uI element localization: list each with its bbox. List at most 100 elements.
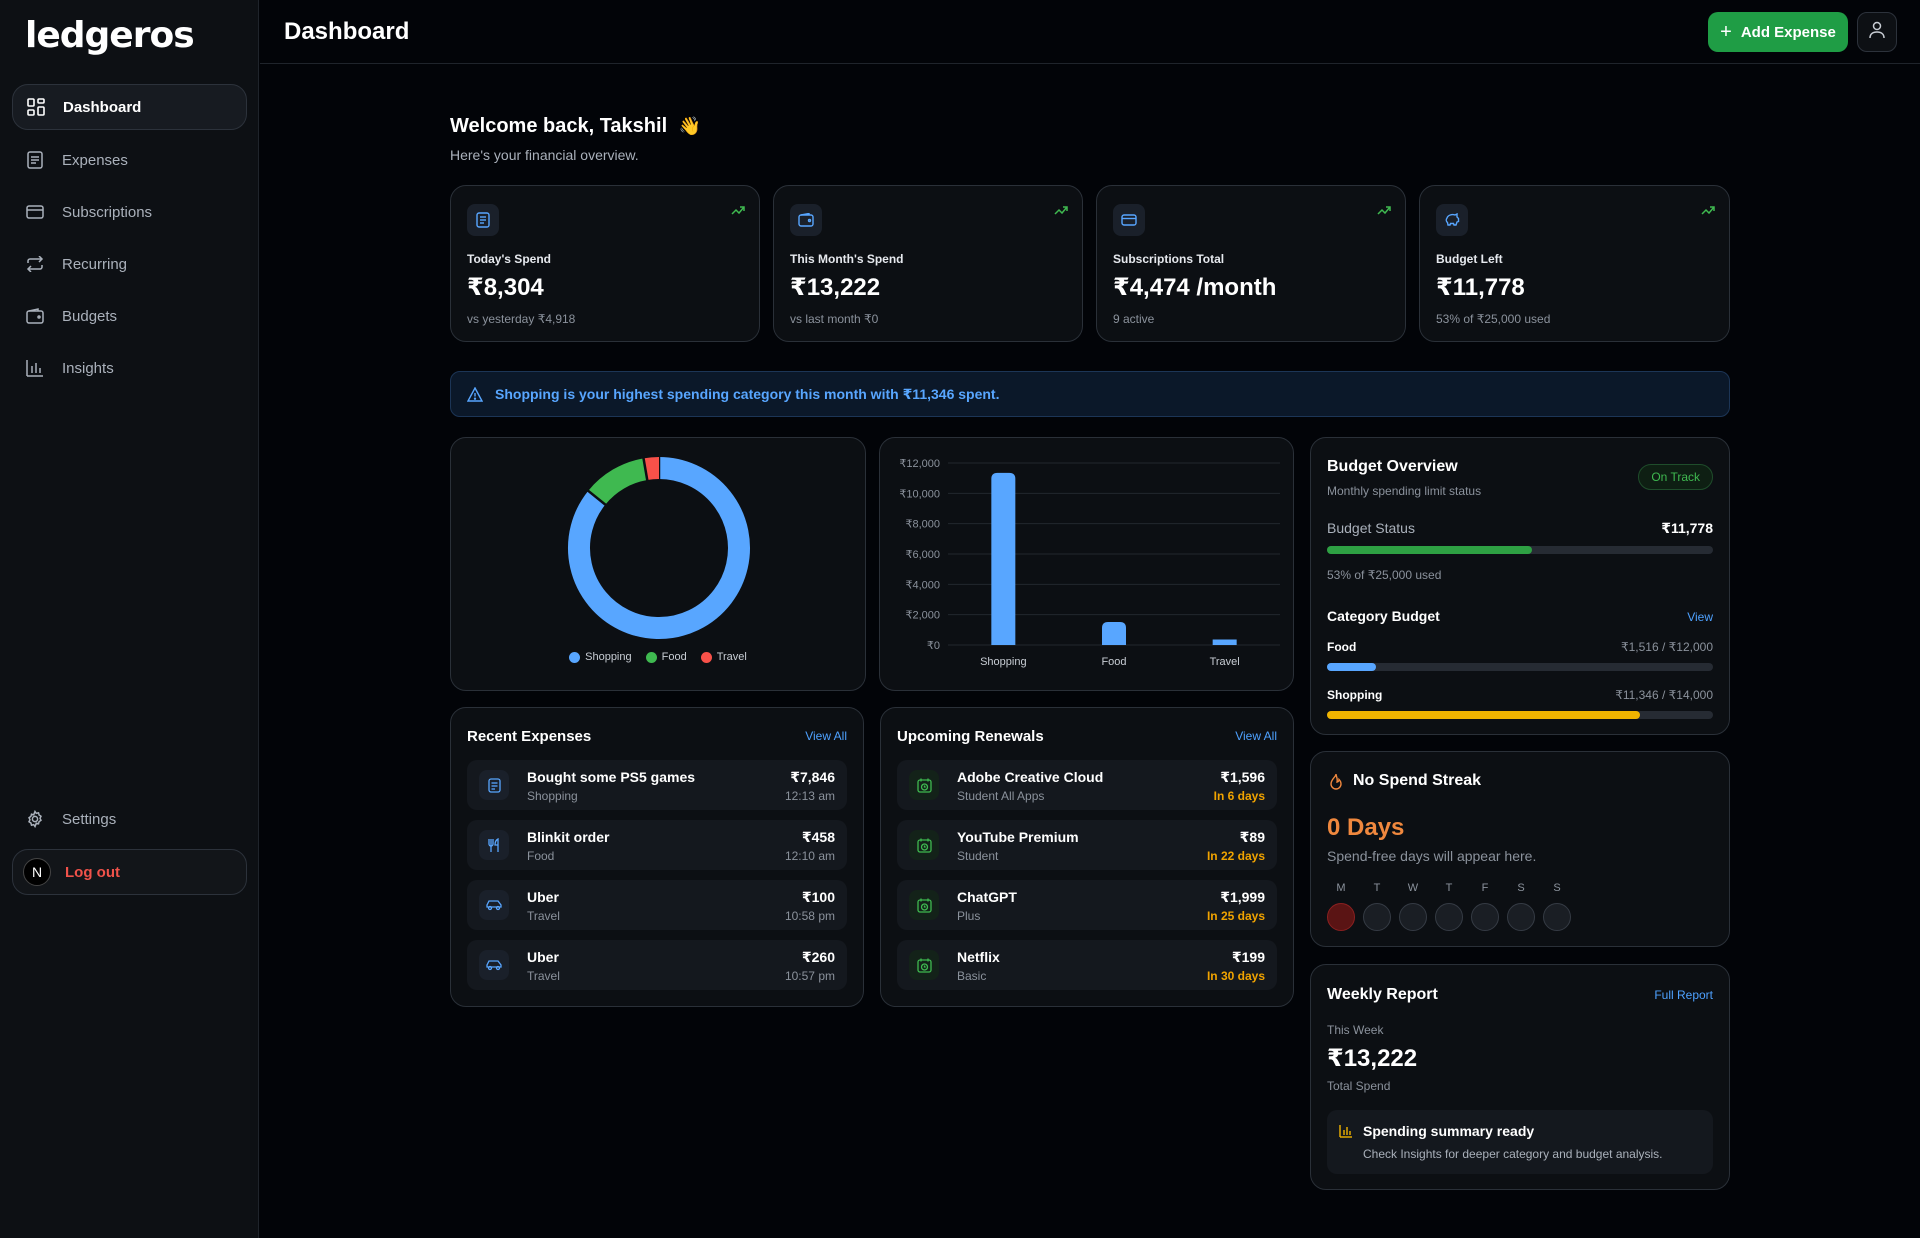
app-logo[interactable]: ledgeros: [25, 15, 195, 56]
wave-icon: 👋: [678, 116, 702, 136]
sidebar-item-settings[interactable]: Settings: [12, 796, 247, 842]
streak-sub: Spend-free days will appear here.: [1327, 848, 1537, 864]
expense-row[interactable]: Blinkit order Food ₹458 12:10 am: [467, 820, 847, 870]
renewal-due: In 6 days: [1213, 789, 1265, 803]
receipt-icon: [467, 204, 499, 236]
trending-up-icon: [1701, 202, 1715, 220]
recent-view-all-link[interactable]: View All: [805, 729, 847, 743]
wallet-icon: [25, 306, 45, 326]
legend-label: Shopping: [585, 651, 632, 663]
budget-status-label: Budget Status: [1327, 520, 1415, 536]
expense-time: 10:57 pm: [784, 969, 835, 983]
category-bar-fill: [1327, 711, 1640, 719]
budget-title: Budget Overview: [1327, 458, 1458, 475]
day-circle: [1363, 903, 1391, 931]
car-icon: [479, 890, 509, 920]
expense-title: Bought some PS5 games: [527, 769, 696, 785]
renewal-row[interactable]: YouTube Premium Student ₹89 In 22 days: [897, 820, 1277, 870]
receipt-icon: [479, 770, 509, 800]
insight-alert: Shopping is your highest spending catego…: [450, 371, 1730, 417]
sidebar-item-label: Settings: [62, 810, 117, 828]
renewal-row[interactable]: Netflix Basic ₹199 In 30 days: [897, 940, 1277, 990]
donut-separator: [642, 457, 649, 482]
renewal-row[interactable]: Adobe Creative Cloud Student All Apps ₹1…: [897, 760, 1277, 810]
sidebar-item-label: Insights: [62, 359, 114, 377]
budget-status-bar: [1327, 546, 1713, 554]
bar-food[interactable]: [1102, 622, 1126, 645]
receipt-icon: [25, 150, 45, 170]
renewal-plan: Basic: [957, 969, 987, 983]
legend-item-travel[interactable]: Travel: [700, 651, 747, 663]
donut-slice-shopping[interactable]: [568, 457, 750, 639]
expense-time: 10:58 pm: [784, 909, 835, 923]
streak-value: 0 Days: [1327, 814, 1405, 841]
stat-card-budget-left: Budget Left ₹11,778 53% of ₹25,000 used: [1419, 185, 1730, 342]
add-expense-button[interactable]: + Add Expense: [1708, 12, 1848, 52]
recent-expenses-card: Recent Expenses View All Bought some PS5…: [450, 707, 864, 1007]
sidebar-item-dashboard[interactable]: Dashboard: [12, 84, 247, 130]
budget-subtitle: Monthly spending limit status: [1327, 484, 1482, 498]
expense-row[interactable]: Bought some PS5 games Shopping ₹7,846 12…: [467, 760, 847, 810]
stat-card-subscriptions: Subscriptions Total ₹4,474 /month 9 acti…: [1096, 185, 1406, 342]
sidebar-item-label: Subscriptions: [62, 203, 153, 221]
expense-title: Uber: [527, 949, 559, 965]
renewal-due: In 25 days: [1206, 909, 1265, 923]
top-header: Dashboard + Add Expense: [260, 0, 1920, 64]
sidebar-item-budgets[interactable]: Budgets: [12, 293, 247, 339]
profile-button[interactable]: [1857, 12, 1897, 52]
renewal-due: In 30 days: [1206, 969, 1265, 983]
legend-item-food[interactable]: Food: [645, 651, 687, 663]
renewal-title: ChatGPT: [957, 889, 1017, 905]
sidebar-item-expenses[interactable]: Expenses: [12, 137, 247, 183]
renewal-title: YouTube Premium: [957, 829, 1079, 845]
full-report-link[interactable]: Full Report: [1654, 988, 1713, 1002]
stat-sub: 53% of ₹25,000 used: [1436, 312, 1551, 326]
logout-button[interactable]: N Log out: [12, 849, 247, 895]
renewals-view-all-link[interactable]: View All: [1235, 729, 1277, 743]
bar-travel[interactable]: [1212, 639, 1237, 645]
expense-category: Shopping: [527, 789, 578, 803]
legend-dot: [645, 651, 657, 663]
sidebar-item-subscriptions[interactable]: Subscriptions: [12, 189, 247, 235]
expense-time: 12:10 am: [784, 849, 835, 863]
budget-overview-card: Budget Overview Monthly spending limit s…: [1310, 437, 1730, 735]
category-budget-view-link[interactable]: View: [1687, 610, 1713, 624]
renewal-amount: ₹1,999: [1220, 889, 1265, 905]
renewal-due: In 22 days: [1206, 849, 1265, 863]
upcoming-renewals-card: Upcoming Renewals View All Adobe Creativ…: [880, 707, 1294, 1007]
sidebar-item-recurring[interactable]: Recurring: [12, 241, 247, 287]
donut-slice-food[interactable]: [588, 458, 648, 505]
stat-label: Today's Spend: [467, 252, 551, 266]
sidebar-item-insights[interactable]: Insights: [12, 345, 247, 391]
expense-row[interactable]: Uber Travel ₹260 10:57 pm: [467, 940, 847, 990]
legend-label: Travel: [716, 651, 747, 663]
renewal-amount: ₹1,596: [1220, 769, 1265, 785]
expense-category: Travel: [527, 969, 560, 983]
renewal-plan: Plus: [957, 909, 981, 923]
day-label: S: [1517, 882, 1525, 894]
y-tick-label: ₹0: [927, 640, 940, 652]
renewal-row[interactable]: ChatGPT Plus ₹1,999 In 25 days: [897, 880, 1277, 930]
gear-icon: [25, 809, 45, 829]
expense-amount: ₹260: [801, 949, 835, 965]
day-circle-today: [1327, 903, 1355, 931]
car-icon: [479, 950, 509, 980]
bar-shopping[interactable]: [991, 472, 1016, 645]
day-circle: [1435, 903, 1463, 931]
donut-separator: [586, 489, 607, 507]
day-circle: [1399, 903, 1427, 931]
expense-row[interactable]: Uber Travel ₹100 10:58 pm: [467, 880, 847, 930]
donut-slice-travel[interactable]: [643, 457, 660, 481]
expense-amount: ₹458: [801, 829, 835, 845]
page-title: Dashboard: [284, 18, 410, 45]
legend-item-shopping[interactable]: Shopping: [569, 651, 632, 663]
category-bar-food: [1327, 663, 1713, 671]
plus-icon: +: [1720, 20, 1732, 43]
bar-chart-icon: [1339, 1124, 1353, 1143]
renewal-amount: ₹199: [1231, 949, 1265, 965]
day-label: M: [1336, 882, 1346, 894]
category-amount: ₹1,516 / ₹12,000: [1620, 640, 1713, 654]
day-label: F: [1481, 882, 1489, 894]
donut-chart: [568, 456, 750, 639]
sidebar-item-label: Dashboard: [63, 98, 142, 116]
